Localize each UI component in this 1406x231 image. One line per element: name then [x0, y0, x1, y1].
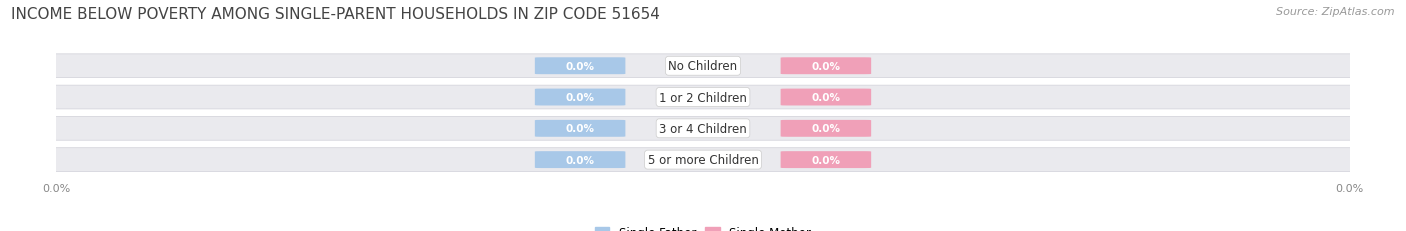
Text: 5 or more Children: 5 or more Children — [648, 153, 758, 166]
FancyBboxPatch shape — [534, 120, 626, 137]
FancyBboxPatch shape — [780, 58, 872, 75]
Text: Source: ZipAtlas.com: Source: ZipAtlas.com — [1277, 7, 1395, 17]
FancyBboxPatch shape — [534, 152, 626, 168]
FancyBboxPatch shape — [44, 55, 1362, 78]
Legend: Single Father, Single Mother: Single Father, Single Mother — [591, 222, 815, 231]
Text: 0.0%: 0.0% — [565, 124, 595, 134]
Text: 0.0%: 0.0% — [565, 155, 595, 165]
FancyBboxPatch shape — [44, 117, 1362, 141]
FancyBboxPatch shape — [534, 58, 626, 75]
FancyBboxPatch shape — [534, 89, 626, 106]
Text: 0.0%: 0.0% — [565, 93, 595, 103]
FancyBboxPatch shape — [44, 86, 1362, 109]
FancyBboxPatch shape — [44, 148, 1362, 172]
Text: 0.0%: 0.0% — [811, 61, 841, 71]
Text: No Children: No Children — [668, 60, 738, 73]
FancyBboxPatch shape — [780, 120, 872, 137]
Text: 0.0%: 0.0% — [811, 93, 841, 103]
FancyBboxPatch shape — [780, 152, 872, 168]
Text: 0.0%: 0.0% — [811, 155, 841, 165]
Text: 1 or 2 Children: 1 or 2 Children — [659, 91, 747, 104]
Text: 0.0%: 0.0% — [811, 124, 841, 134]
FancyBboxPatch shape — [780, 89, 872, 106]
Text: 0.0%: 0.0% — [565, 61, 595, 71]
Text: INCOME BELOW POVERTY AMONG SINGLE-PARENT HOUSEHOLDS IN ZIP CODE 51654: INCOME BELOW POVERTY AMONG SINGLE-PARENT… — [11, 7, 661, 22]
Text: 3 or 4 Children: 3 or 4 Children — [659, 122, 747, 135]
